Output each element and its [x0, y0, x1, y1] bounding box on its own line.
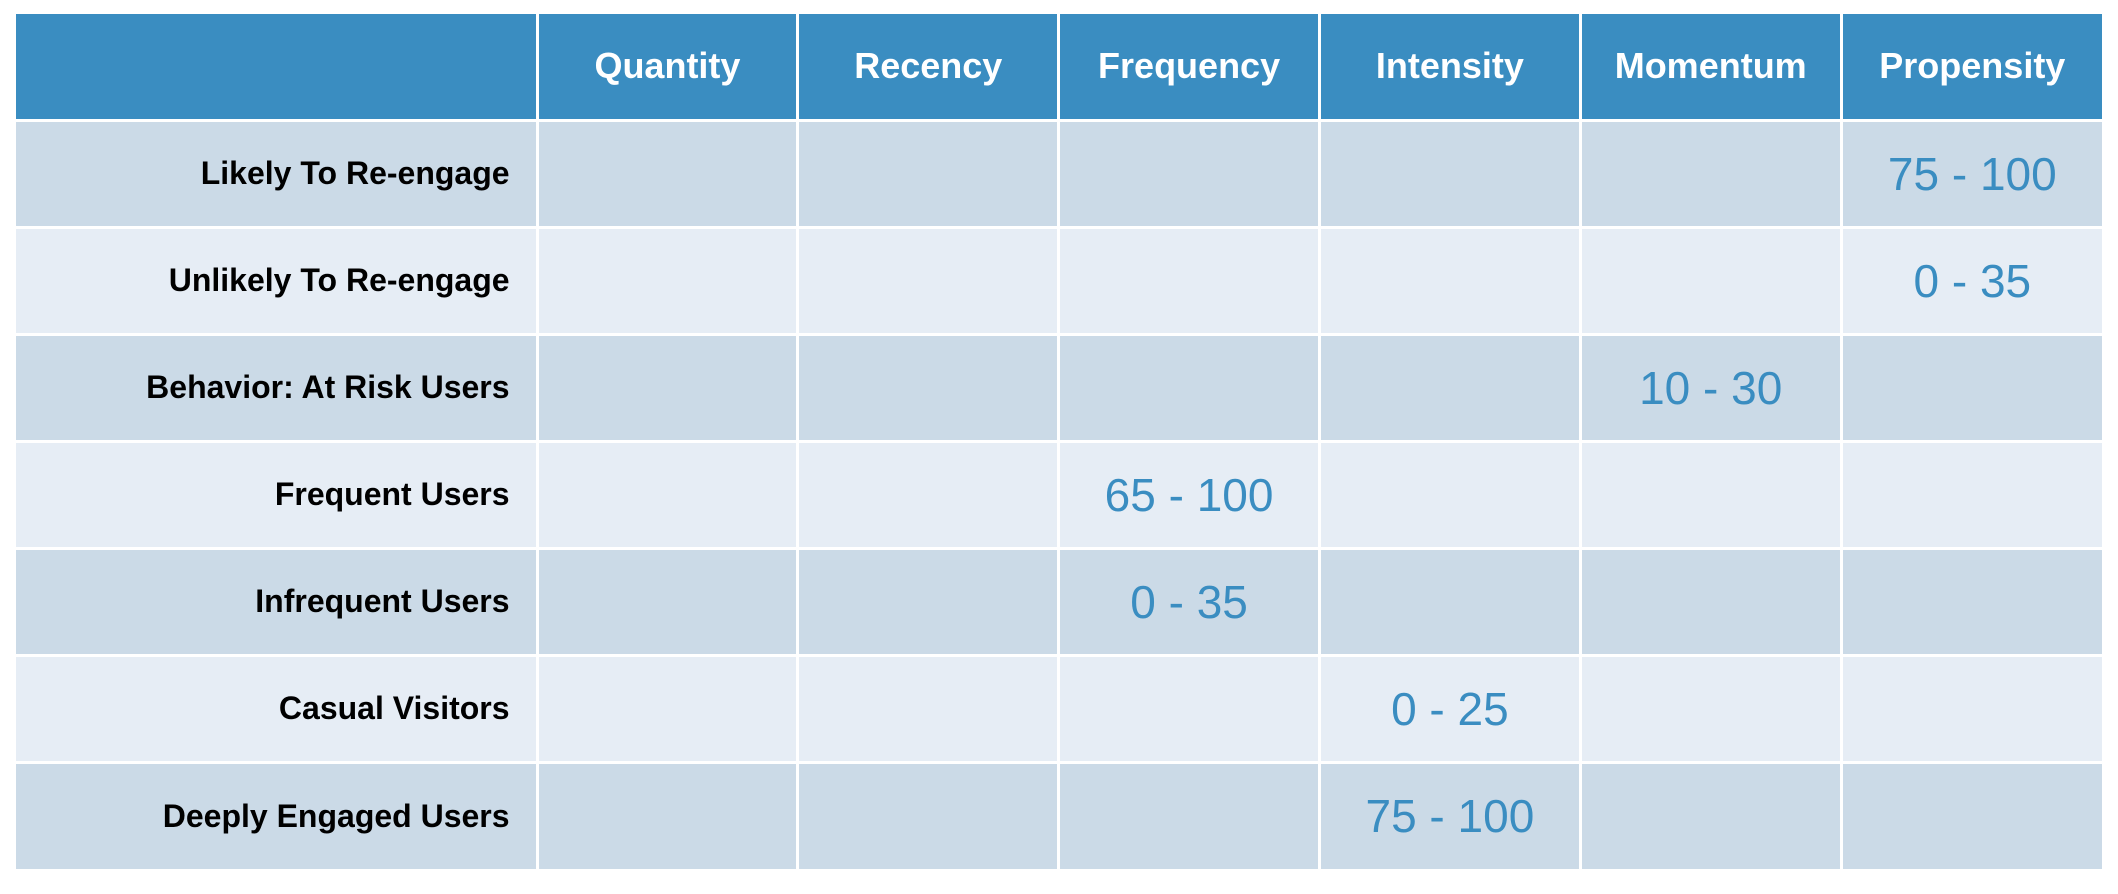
- table-cell: [1578, 760, 1843, 871]
- table-cell: [796, 653, 1061, 764]
- table-cell: [535, 118, 800, 229]
- header-corner-cell: [14, 12, 539, 122]
- table-cell: [796, 546, 1061, 657]
- table-cell: [1578, 439, 1843, 550]
- column-header-frequency: Frequency: [1057, 12, 1321, 122]
- table-cell: [535, 225, 800, 336]
- table-cell: [1839, 760, 2104, 871]
- table-cell: [1057, 332, 1321, 443]
- table-cell: [1578, 118, 1843, 229]
- segment-score-table-container: Quantity Recency Frequency Intensity Mom…: [14, 12, 2104, 871]
- table-cell: [1578, 225, 1843, 336]
- table-cell: [535, 653, 800, 764]
- table-cell: [535, 439, 800, 550]
- column-header-intensity: Intensity: [1317, 12, 1582, 122]
- table-row: Casual Visitors 0 - 25: [14, 653, 2104, 764]
- table-cell: [535, 546, 800, 657]
- table-cell: [796, 439, 1061, 550]
- table-cell: [796, 225, 1061, 336]
- table-cell: [1578, 653, 1843, 764]
- table-cell: [535, 332, 800, 443]
- row-label: Unlikely To Re-engage: [14, 225, 539, 336]
- table-cell: [1839, 439, 2104, 550]
- table-cell: [1057, 225, 1321, 336]
- table-cell: 0 - 35: [1839, 225, 2104, 336]
- row-label: Deeply Engaged Users: [14, 760, 539, 871]
- table-cell: [1057, 653, 1321, 764]
- row-label: Casual Visitors: [14, 653, 539, 764]
- table-row: Unlikely To Re-engage 0 - 35: [14, 225, 2104, 336]
- table-cell: [1317, 118, 1582, 229]
- header-row: Quantity Recency Frequency Intensity Mom…: [14, 12, 2104, 122]
- table-cell: [796, 332, 1061, 443]
- table-cell: [796, 118, 1061, 229]
- table-row: Infrequent Users 0 - 35: [14, 546, 2104, 657]
- row-label: Behavior: At Risk Users: [14, 332, 539, 443]
- table-cell: 0 - 35: [1057, 546, 1321, 657]
- table-cell: [1317, 546, 1582, 657]
- table-cell: 75 - 100: [1839, 118, 2104, 229]
- table-cell: [1839, 332, 2104, 443]
- table-cell: [535, 760, 800, 871]
- column-header-propensity: Propensity: [1839, 12, 2104, 122]
- table-cell: [1317, 332, 1582, 443]
- table-cell: 10 - 30: [1578, 332, 1843, 443]
- row-label: Infrequent Users: [14, 546, 539, 657]
- table-row: Deeply Engaged Users 75 - 100: [14, 760, 2104, 871]
- table-row: Likely To Re-engage 75 - 100: [14, 118, 2104, 229]
- table-cell: [796, 760, 1061, 871]
- column-header-quantity: Quantity: [535, 12, 800, 122]
- segment-score-table: Quantity Recency Frequency Intensity Mom…: [14, 12, 2104, 871]
- table-cell: [1839, 653, 2104, 764]
- table-cell: [1578, 546, 1843, 657]
- column-header-recency: Recency: [796, 12, 1061, 122]
- table-cell: [1317, 439, 1582, 550]
- table-row: Frequent Users 65 - 100: [14, 439, 2104, 550]
- table-row: Behavior: At Risk Users 10 - 30: [14, 332, 2104, 443]
- row-label: Likely To Re-engage: [14, 118, 539, 229]
- table-cell: 75 - 100: [1317, 760, 1582, 871]
- table-cell: 0 - 25: [1317, 653, 1582, 764]
- table-cell: [1057, 760, 1321, 871]
- table-cell: [1839, 546, 2104, 657]
- table-cell: [1057, 118, 1321, 229]
- table-cell: 65 - 100: [1057, 439, 1321, 550]
- column-header-momentum: Momentum: [1578, 12, 1843, 122]
- table-cell: [1317, 225, 1582, 336]
- row-label: Frequent Users: [14, 439, 539, 550]
